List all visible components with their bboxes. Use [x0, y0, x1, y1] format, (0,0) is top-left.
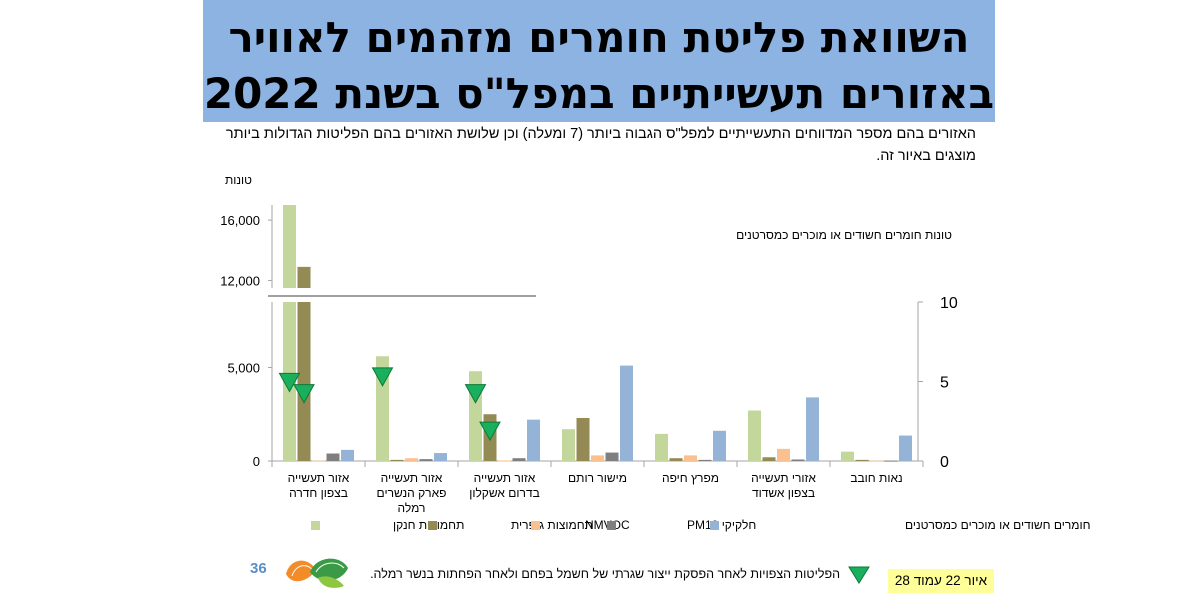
left-tick-label: 16,000	[220, 213, 260, 228]
bar-carc	[806, 397, 819, 461]
category-label: אזור תעשייה פארק הנשרים רמלה	[377, 471, 447, 515]
title-line-1: השוואת פליטת חומרים מזהמים לאוויר	[228, 13, 970, 62]
bar-nmvoc	[777, 448, 790, 461]
bar-pm10	[419, 459, 433, 461]
bar-carc	[341, 449, 354, 461]
bar-nmvoc	[312, 460, 325, 462]
bar-sox	[669, 458, 683, 461]
expected-value-marker	[371, 367, 394, 387]
legend-label-sox: תחמוצות גופרית	[511, 518, 593, 532]
bar-sox	[390, 459, 404, 461]
subtitle: האזורים בהם מספר המדווחים התעשייתיים למפ…	[225, 126, 976, 164]
bar-sox	[297, 302, 311, 461]
bar-carc	[434, 453, 447, 461]
legend-label-carc: חומרים חשודים או מוכרים כמסרטנים	[905, 518, 1091, 532]
footnote: הפליטות הצפויות לאחר הפסקת ייצור שגרתי ש…	[370, 567, 840, 581]
left-tick-label: 12,000	[220, 273, 260, 288]
legend-swatch-sox	[428, 521, 437, 530]
bar-nmvoc	[591, 455, 604, 461]
bar-carc	[527, 419, 540, 461]
left-tick-label: 5,000	[227, 360, 260, 375]
title-banner: השוואת פליטת חומרים מזהמים לאוויר באזורי…	[203, 0, 995, 122]
category-label: מפרץ חיפה	[662, 471, 719, 485]
right-axis-series-label: טונות חומרים חשודים או מוכרים כמסרטנים	[736, 228, 952, 242]
bar-pm10	[698, 459, 712, 461]
category-label: מישור רותם	[568, 471, 627, 485]
expected-value-marker	[293, 384, 315, 404]
legend-swatch-nox	[311, 521, 320, 530]
bar-nox	[655, 433, 668, 461]
right-tick-label: 10	[940, 295, 958, 312]
left-tick-label: 0	[253, 454, 260, 469]
legend-swatch-nmvoc	[531, 521, 540, 530]
bar-pm10	[791, 459, 805, 461]
bar-sox-upper	[297, 266, 311, 288]
bar-nmvoc	[405, 458, 418, 461]
title-line-2: באזורים תעשייתיים במפל"ס בשנת 2022	[203, 69, 995, 118]
legend-swatch-pm10	[607, 521, 616, 530]
bar-pm10	[512, 458, 526, 461]
leaves-logo-icon	[286, 558, 348, 588]
bar-nox	[562, 429, 575, 461]
category-label: נאות חובב	[850, 471, 902, 485]
category-label: אזור תעשייה בדרום אשקלון	[469, 471, 540, 500]
bar-sox	[576, 417, 590, 461]
bar-pm10	[326, 453, 340, 461]
expected-value-marker	[464, 384, 487, 404]
category-label: אזור תעשייה בצפון חדרה	[288, 471, 350, 500]
category-label: אזורי תעשייה בצפון אשדוד	[751, 471, 816, 500]
bar-nmvoc	[870, 460, 883, 462]
page-number: 36	[250, 560, 267, 577]
bar-nox-upper	[283, 205, 296, 288]
triangle-marker-icon	[848, 566, 870, 584]
bar-sox	[855, 459, 869, 461]
bar-nmvoc	[684, 455, 697, 461]
left-axis-unit: טונות	[225, 173, 252, 187]
bar-nox	[376, 356, 389, 461]
right-tick-label: 5	[940, 375, 949, 392]
bar-carc	[713, 430, 726, 461]
bar-nmvoc	[498, 460, 511, 462]
bar-carc	[620, 365, 633, 461]
right-tick-label: 0	[940, 454, 949, 471]
bar-pm10	[605, 452, 619, 461]
legend-label-pm10: חלקיקי PM10	[687, 518, 756, 532]
legend-swatch-carc	[710, 521, 719, 530]
figure-reference-badge: איור 22 עמוד 28	[888, 569, 994, 593]
bar-nox	[748, 410, 761, 461]
bar-pm10	[884, 460, 898, 462]
bar-carc	[899, 435, 912, 461]
bar-sox	[762, 457, 776, 461]
expected-value-marker	[479, 421, 501, 442]
bar-nox	[841, 451, 854, 461]
expected-value-marker	[278, 372, 301, 393]
